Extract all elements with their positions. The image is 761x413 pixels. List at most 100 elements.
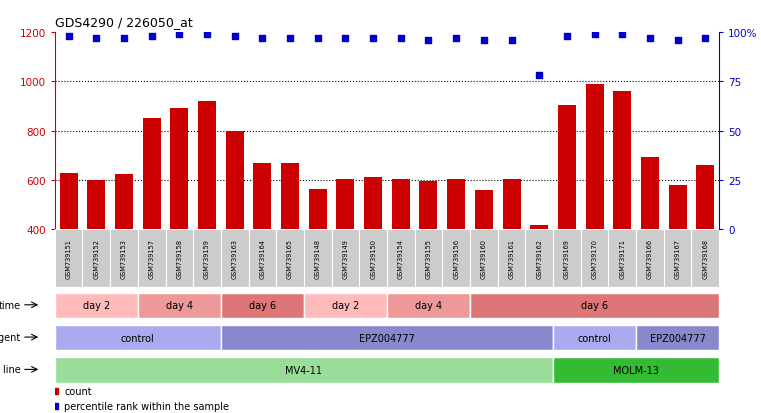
Bar (419, 182, 438, 328)
Bar (193, 230, 221, 287)
Text: day 4: day 4 (415, 301, 442, 311)
Bar (387, 230, 415, 287)
Bar (636, 230, 664, 287)
Text: GSM739160: GSM739160 (481, 239, 487, 278)
Bar (170, 109, 189, 328)
Bar (470, 230, 498, 287)
Point (699, 36, 712, 42)
Bar (613, 92, 632, 328)
Bar (55, 230, 82, 287)
Bar (82, 230, 110, 287)
Text: GSM739165: GSM739165 (287, 239, 293, 278)
Bar (525, 230, 553, 287)
Bar (142, 119, 161, 328)
Text: GSM739156: GSM739156 (453, 239, 459, 278)
Text: GSM739171: GSM739171 (619, 239, 626, 278)
Bar (110, 230, 138, 287)
Bar (530, 226, 548, 328)
Text: MV4-11: MV4-11 (285, 365, 323, 375)
Text: GSM739163: GSM739163 (231, 239, 237, 278)
Text: time: time (0, 300, 21, 310)
Bar (470, 293, 719, 318)
Bar (55, 293, 138, 318)
Bar (502, 179, 521, 328)
Bar (304, 230, 332, 287)
Text: cell line: cell line (0, 365, 21, 375)
Point (395, 36, 407, 42)
Point (478, 38, 490, 44)
Text: day 2: day 2 (83, 301, 110, 311)
Point (118, 36, 130, 42)
Bar (309, 189, 326, 328)
Point (588, 32, 600, 38)
Point (62, 34, 75, 40)
Bar (475, 190, 493, 328)
Point (174, 32, 186, 38)
Bar (392, 179, 410, 328)
Text: agent: agent (0, 332, 21, 342)
Text: GSM739167: GSM739167 (674, 239, 680, 278)
Bar (415, 230, 442, 287)
Point (533, 73, 546, 80)
Bar (276, 230, 304, 287)
Bar (221, 325, 553, 351)
Text: control: control (578, 333, 611, 343)
Bar (636, 325, 719, 351)
Bar (664, 230, 692, 287)
Bar (581, 230, 608, 287)
Text: GSM739161: GSM739161 (508, 239, 514, 278)
Point (616, 32, 629, 38)
Point (671, 38, 683, 44)
Text: GDS4290 / 226050_at: GDS4290 / 226050_at (55, 16, 193, 29)
Bar (55, 325, 221, 351)
Bar (558, 106, 576, 328)
Point (367, 36, 379, 42)
Bar (253, 163, 272, 328)
Bar (364, 178, 382, 328)
Bar (332, 230, 359, 287)
Bar (336, 179, 355, 328)
Point (644, 36, 656, 42)
Point (284, 36, 296, 42)
Text: GSM739162: GSM739162 (537, 239, 543, 278)
Bar (55, 357, 553, 383)
Bar (115, 174, 133, 328)
Text: day 6: day 6 (249, 301, 276, 311)
Bar (359, 230, 387, 287)
Bar (553, 357, 719, 383)
Text: GSM739158: GSM739158 (177, 239, 183, 278)
Point (91, 36, 103, 42)
Text: count: count (64, 386, 92, 396)
Bar (221, 293, 304, 318)
Text: GSM739168: GSM739168 (702, 239, 708, 278)
Text: GSM739148: GSM739148 (315, 239, 321, 278)
Bar (447, 179, 465, 328)
Text: GSM739151: GSM739151 (65, 239, 72, 278)
Bar (249, 230, 276, 287)
Point (561, 34, 573, 40)
Point (312, 36, 324, 42)
Bar (692, 230, 719, 287)
Bar (304, 293, 387, 318)
Text: day 6: day 6 (581, 301, 608, 311)
Text: GSM739170: GSM739170 (591, 239, 597, 278)
Bar (585, 85, 603, 328)
Bar (226, 131, 244, 328)
Bar (608, 230, 636, 287)
Bar (88, 180, 105, 328)
Bar (165, 230, 193, 287)
Bar (198, 102, 216, 328)
Text: EPZ004777: EPZ004777 (359, 333, 415, 343)
Text: GSM739154: GSM739154 (398, 239, 404, 278)
Text: percentile rank within the sample: percentile rank within the sample (64, 401, 229, 411)
Bar (669, 185, 686, 328)
Point (505, 38, 517, 44)
Text: GSM739155: GSM739155 (425, 239, 431, 278)
Bar (553, 230, 581, 287)
Bar (553, 325, 636, 351)
Text: MOLM-13: MOLM-13 (613, 365, 659, 375)
Point (201, 32, 213, 38)
Point (228, 34, 240, 40)
Bar (138, 293, 221, 318)
Text: GSM739153: GSM739153 (121, 239, 127, 278)
